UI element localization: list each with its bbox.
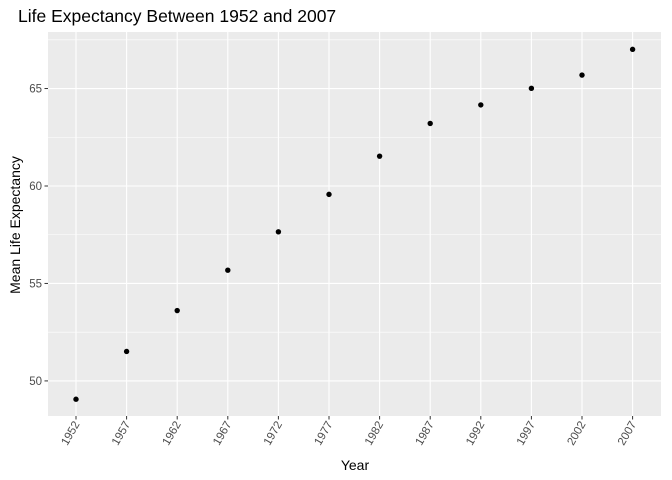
x-tick-label: 2007	[616, 420, 639, 448]
x-tick-label: 1967	[211, 420, 234, 448]
x-tick-label: 1987	[414, 420, 437, 448]
data-points	[73, 46, 636, 402]
x-tick-label: 2002	[565, 420, 588, 448]
x-tick-label: 1952	[59, 420, 82, 448]
data-point-1957	[123, 348, 130, 355]
x-axis: 1952 1957 1962 1967 1972 1977 1982 1987 1992 1997…	[59, 416, 639, 448]
x-tick-label: 1982	[363, 420, 386, 448]
data-point-1952	[73, 396, 79, 402]
x-tick-label: 1957	[110, 420, 133, 448]
data-point-2007	[629, 46, 636, 53]
data-point-1992	[478, 102, 484, 108]
x-tick-label: 1962	[161, 420, 184, 448]
x-tick-label: 1972	[262, 420, 285, 448]
minor-gridlines	[48, 39, 661, 333]
x-axis-title: Year	[341, 457, 370, 473]
plot-panel	[48, 32, 661, 416]
y-axis: 50 55 60 65	[29, 84, 48, 388]
data-point-1972	[275, 229, 282, 235]
x-tick-label: 1992	[464, 420, 487, 448]
x-tick-label: 1977	[312, 420, 335, 448]
data-point-2002	[579, 72, 585, 78]
chart-title: Life Expectancy Between 1952 and 2007	[18, 6, 336, 26]
data-point-1982	[376, 153, 383, 159]
y-tick-label: 65	[29, 84, 42, 96]
data-point-1962	[174, 307, 180, 314]
data-point-1977	[326, 191, 332, 198]
y-axis-title: Mean Life Expectancy	[7, 156, 23, 294]
x-tick-label: 1997	[515, 420, 538, 448]
data-point-1967	[225, 267, 231, 273]
y-tick-label: 55	[29, 278, 42, 290]
data-point-1997	[528, 85, 535, 92]
major-gridlines	[48, 32, 661, 416]
data-point-1987	[427, 120, 433, 127]
y-tick-label: 50	[29, 376, 42, 388]
y-tick-label: 60	[29, 181, 42, 193]
